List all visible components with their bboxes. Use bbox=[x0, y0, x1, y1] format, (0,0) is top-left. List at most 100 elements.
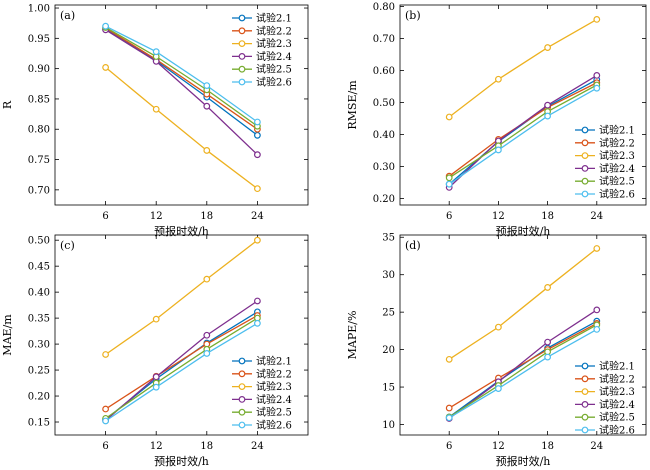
x-tick-label: 18 bbox=[541, 441, 554, 452]
series-line bbox=[105, 239, 258, 356]
y-axis-label: MAE/m bbox=[1, 314, 14, 356]
data-point bbox=[445, 404, 453, 412]
panel-tag: (c) bbox=[60, 239, 75, 252]
y-tick-label: 0.85 bbox=[28, 94, 50, 105]
y-tick-label: 0.20 bbox=[28, 392, 50, 403]
data-point bbox=[445, 113, 453, 121]
plot-frame bbox=[54, 234, 309, 436]
panel-tag: (a) bbox=[60, 9, 75, 22]
y-tick-label: 0.80 bbox=[373, 2, 395, 13]
series-line bbox=[448, 247, 598, 360]
series-3 bbox=[102, 236, 261, 358]
legend-swatch-marker bbox=[238, 78, 246, 86]
x-tick-label: 24 bbox=[251, 441, 264, 452]
series-line bbox=[448, 84, 598, 179]
series-3 bbox=[445, 16, 601, 121]
legend-swatch-marker bbox=[238, 421, 246, 429]
legend-swatch-marker bbox=[238, 27, 246, 35]
legend-label: 试验2.1 bbox=[599, 124, 635, 137]
data-point bbox=[203, 350, 211, 357]
y-tick-label: 0.30 bbox=[28, 340, 50, 351]
data-point bbox=[203, 147, 211, 154]
legend-swatch-marker bbox=[238, 408, 246, 416]
data-point bbox=[544, 44, 551, 51]
series-line bbox=[448, 18, 598, 118]
legend-swatch-marker bbox=[581, 139, 589, 147]
series-line bbox=[448, 74, 598, 188]
y-axis-label: RMSE/m bbox=[346, 80, 359, 130]
data-point bbox=[102, 64, 109, 71]
legend-label: 试验2.6 bbox=[256, 419, 292, 432]
data-point bbox=[102, 351, 109, 358]
data-point bbox=[253, 131, 261, 139]
y-tick-label: 10 bbox=[382, 420, 395, 431]
data-point bbox=[495, 75, 502, 83]
y-tick-label: 0.80 bbox=[28, 125, 50, 136]
series-6 bbox=[445, 84, 601, 188]
series-line bbox=[105, 29, 258, 156]
data-point bbox=[544, 284, 551, 291]
series-line bbox=[448, 309, 598, 420]
x-tick-label: 12 bbox=[492, 211, 505, 222]
data-point bbox=[445, 174, 453, 182]
y-tick-label: 0.40 bbox=[373, 130, 395, 141]
y-tick-label: 0.70 bbox=[373, 34, 395, 45]
legend-label: 试验2.6 bbox=[256, 76, 292, 89]
data-point bbox=[152, 105, 160, 113]
x-tick-label: 12 bbox=[492, 441, 505, 452]
x-tick-label: 24 bbox=[251, 211, 264, 222]
y-axis-label: R bbox=[1, 100, 14, 109]
series-line bbox=[105, 27, 258, 130]
data-point bbox=[544, 353, 551, 361]
y-tick-label: 0.50 bbox=[28, 236, 50, 247]
y-tick-label: 0.60 bbox=[373, 66, 395, 77]
legend-label: 试验2.2 bbox=[256, 24, 292, 37]
series-6 bbox=[102, 319, 261, 425]
legend-label: 试验2.1 bbox=[256, 355, 292, 368]
data-point bbox=[593, 84, 601, 92]
legend-label: 试验2.4 bbox=[599, 162, 635, 175]
y-tick-label: 0.15 bbox=[28, 418, 50, 429]
data-point bbox=[253, 151, 261, 159]
data-point bbox=[152, 315, 160, 323]
series-5 bbox=[445, 81, 601, 182]
series-line bbox=[448, 324, 598, 418]
legend-label: 试验2.2 bbox=[256, 367, 292, 380]
legend-swatch-marker bbox=[238, 40, 246, 47]
y-tick-label: 0.40 bbox=[28, 288, 50, 299]
data-point bbox=[445, 355, 453, 363]
panel-tag: (b) bbox=[405, 9, 421, 22]
x-tick-label: 18 bbox=[200, 211, 213, 222]
series-line bbox=[448, 87, 598, 185]
legend-label: 试验2.4 bbox=[599, 398, 635, 411]
legend-label: 试验2.3 bbox=[256, 380, 292, 393]
series-line bbox=[448, 322, 598, 409]
y-tick-label: 0.50 bbox=[373, 98, 395, 109]
y-tick-label: 0.20 bbox=[373, 194, 395, 205]
panel-d: 6 12 18 24101520253035预报时效/hMAPE/%(d)试验2.1试… bbox=[346, 233, 647, 468]
legend-label: 试验2.1 bbox=[599, 360, 635, 373]
legend-label: 试验2.3 bbox=[256, 37, 292, 50]
y-tick-label: 0.25 bbox=[28, 366, 50, 377]
legend-swatch-marker bbox=[238, 383, 246, 391]
data-point bbox=[253, 236, 261, 244]
series-line bbox=[105, 25, 258, 123]
y-tick-label: 20 bbox=[382, 345, 395, 356]
y-axis-label: MAPE/% bbox=[346, 311, 359, 360]
x-axis-label: 预报时效/h bbox=[496, 454, 551, 468]
data-point bbox=[593, 71, 601, 79]
legend-swatch-marker bbox=[581, 164, 589, 172]
data-point bbox=[203, 102, 211, 110]
data-point bbox=[102, 22, 109, 30]
panel-tag: (d) bbox=[405, 239, 421, 252]
legend-swatch-marker bbox=[581, 388, 589, 396]
series-line bbox=[105, 26, 258, 127]
legend-swatch-marker bbox=[581, 362, 589, 370]
data-point bbox=[203, 275, 211, 283]
legend-swatch-marker bbox=[581, 126, 589, 134]
series-line bbox=[105, 317, 258, 419]
plot-frame bbox=[54, 4, 309, 206]
legend-swatch-marker bbox=[581, 426, 589, 434]
